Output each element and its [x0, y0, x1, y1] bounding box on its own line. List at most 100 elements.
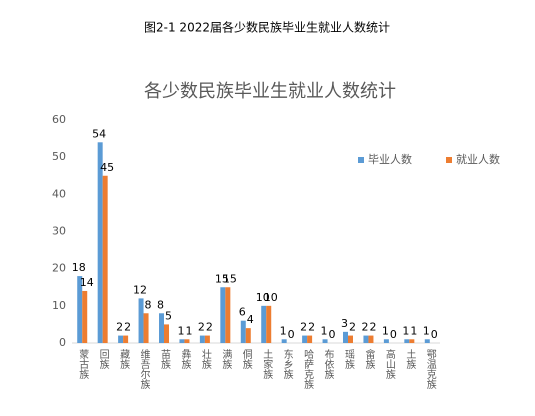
bar	[97, 142, 103, 343]
bar	[302, 335, 308, 343]
bar	[225, 287, 231, 343]
y-tick-label: 20	[52, 262, 66, 275]
data-label: 8	[157, 298, 164, 311]
data-label: 1	[423, 324, 430, 337]
data-label: 0	[288, 328, 295, 341]
x-tick-label: 畲族	[363, 348, 375, 369]
x-tick-label: 壮族	[199, 349, 211, 369]
bar	[245, 328, 251, 343]
bar	[118, 335, 124, 343]
bar	[143, 313, 149, 343]
y-tick-label: 10	[52, 299, 66, 312]
bar	[409, 339, 415, 343]
x-tick-label: 蒙古族	[77, 348, 89, 379]
x-tick-label: 彝族	[179, 348, 191, 369]
bar	[123, 335, 129, 343]
x-tick-label: 回族	[97, 349, 109, 369]
data-label: 2	[369, 321, 376, 334]
y-tick-label: 0	[59, 336, 66, 349]
data-label: 2	[198, 321, 205, 334]
data-label: 10	[256, 291, 270, 304]
data-label: 18	[72, 261, 86, 274]
x-tick-label: 苗族	[159, 349, 171, 369]
x-tick-label: 土家族	[261, 348, 273, 379]
x-tick-label: 维吾尔族	[138, 348, 150, 389]
bar	[281, 339, 287, 343]
chart-title: 各少数民族毕业生就业人数统计	[144, 81, 396, 102]
data-label: 1	[410, 324, 417, 337]
bar	[266, 305, 272, 343]
y-tick-label: 50	[52, 150, 66, 163]
data-label: 5	[165, 309, 172, 322]
data-label: 1	[321, 324, 328, 337]
y-tick-label: 30	[52, 225, 66, 238]
data-label: 1	[177, 324, 184, 337]
bar	[404, 339, 410, 343]
data-label: 14	[80, 276, 94, 289]
data-label: 4	[247, 313, 254, 326]
x-tick-label: 哈萨克族	[302, 348, 314, 389]
data-label: 54	[92, 127, 106, 140]
bar	[82, 290, 88, 343]
data-label: 2	[300, 321, 307, 334]
bar	[204, 335, 210, 343]
x-tick-label: 藏族	[118, 349, 130, 369]
legend-label: 毕业人数	[368, 153, 412, 166]
data-label: 2	[308, 321, 315, 334]
x-tick-label: 瑶族	[343, 349, 355, 369]
bar	[159, 313, 164, 343]
data-label: 6	[239, 306, 246, 319]
legend-swatch	[358, 157, 364, 163]
bar	[343, 331, 348, 343]
bar	[348, 335, 353, 343]
bar	[179, 339, 185, 343]
data-label: 1	[382, 324, 389, 337]
bar	[199, 335, 205, 343]
data-label: 1	[185, 324, 192, 337]
x-tick-label: 土族	[404, 348, 416, 369]
y-tick-label: 60	[52, 113, 66, 126]
data-label: 15	[223, 272, 237, 285]
bar	[102, 175, 108, 343]
bar	[363, 335, 369, 343]
bar	[164, 324, 169, 343]
data-label: 0	[431, 328, 438, 341]
page-title: 图2-1 2022届各少数民族毕业生就业人数统计	[144, 20, 390, 35]
bar	[307, 335, 313, 343]
data-label: 8	[145, 298, 152, 311]
data-label: 2	[124, 321, 131, 334]
data-label: 2	[361, 321, 368, 334]
data-label: 3	[341, 317, 348, 330]
bar	[184, 339, 190, 343]
data-label: 10	[264, 291, 278, 304]
x-tick-label: 满族	[220, 349, 232, 369]
data-label: 2	[116, 321, 123, 334]
data-label: 1	[280, 324, 287, 337]
bar	[138, 298, 144, 343]
x-tick-label: 鄂温克族	[424, 349, 436, 389]
data-label: 12	[133, 283, 147, 296]
data-label: 0	[390, 328, 397, 341]
data-label: 15	[215, 272, 229, 285]
data-label: 2	[349, 321, 356, 334]
bar	[240, 320, 246, 343]
bar	[220, 287, 226, 343]
bar	[424, 339, 430, 343]
y-tick-label: 40	[52, 187, 66, 200]
bar	[383, 339, 389, 343]
data-label: 1	[402, 324, 409, 337]
x-tick-label: 布依族	[322, 349, 334, 379]
bar	[368, 335, 374, 343]
x-tick-label: 高山族	[383, 348, 395, 379]
x-tick-label: 东乡族	[281, 348, 293, 379]
data-label: 2	[206, 321, 213, 334]
bar	[322, 339, 328, 343]
x-tick-label: 侗族	[240, 348, 252, 369]
legend-label: 就业人数	[456, 152, 500, 166]
legend-swatch	[446, 157, 452, 163]
bar	[77, 276, 83, 343]
data-label: 45	[100, 161, 114, 174]
data-label: 0	[329, 328, 336, 341]
bar	[261, 305, 267, 343]
